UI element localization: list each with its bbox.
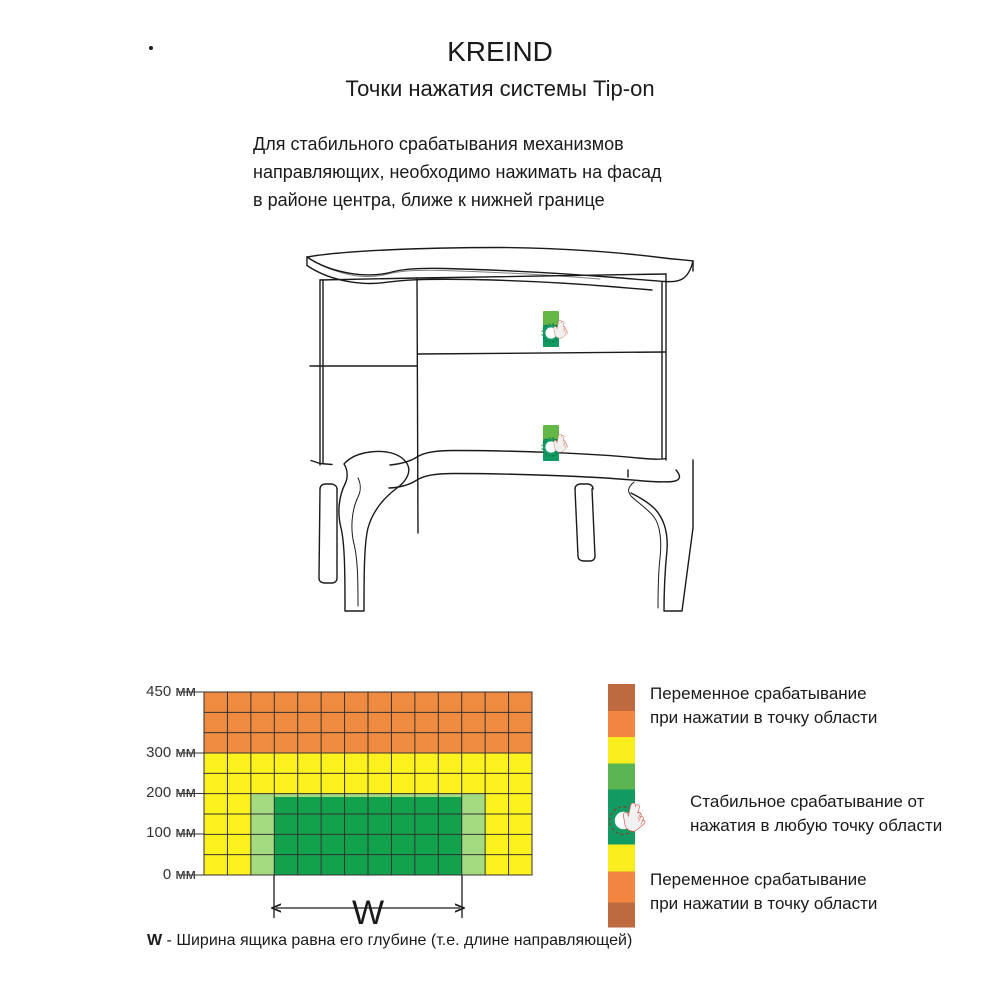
- svg-text:100 мм: 100 мм: [146, 824, 196, 841]
- svg-text:W: W: [352, 894, 384, 932]
- svg-text:200 мм: 200 мм: [146, 784, 196, 801]
